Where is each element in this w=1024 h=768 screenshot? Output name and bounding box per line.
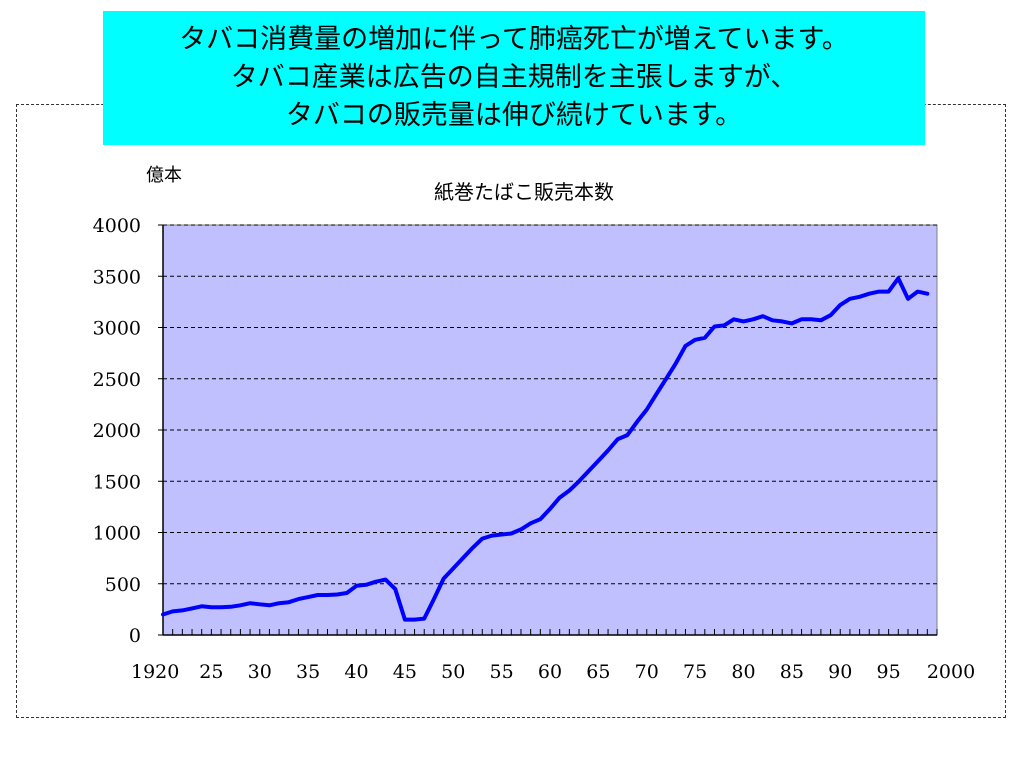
series-line [161,276,930,622]
y-tick-label: 0 [129,625,141,647]
x-tick-label: 75 [683,661,707,683]
x-tick-label: 60 [538,661,562,683]
x-tick-label: 55 [490,661,514,683]
y-tick-label: 2500 [93,369,141,391]
message-banner: タバコ消費量の増加に伴って肺癌死亡が増えています。 タバコ産業は広告の自主規制を… [103,11,925,145]
y-axis-unit-label: 億本 [146,165,182,186]
x-tick-label: 25 [199,661,223,683]
axes [162,225,938,636]
x-tick-label: 1920 [131,661,179,683]
y-tick-label: 2000 [93,420,141,442]
banner-line: タバコの販売量は伸び続けています。 [285,100,743,131]
y-tick-label: 3500 [93,266,141,288]
banner-line: タバコ消費量の増加に伴って肺癌死亡が増えています。 [179,24,849,55]
y-tick-label: 1500 [93,471,141,493]
x-tick-label: 80 [731,661,755,683]
x-axis-ticks: 1920 25 30 35 40 45 50 55 60 65 70 75 80 85 90 95 2000 [131,661,975,683]
x-tick-label: 50 [441,661,465,683]
y-axis-ticks: 0 500 1000 1500 2000 2500 3000 3500 4000 [93,215,163,647]
y-tick-label: 4000 [93,215,141,237]
x-tick-label: 85 [780,661,804,683]
chart-title: 紙巻たばこ販売本数 [434,180,614,204]
x-tick-label: 65 [586,661,610,683]
x-tick-label: 45 [393,661,417,683]
x-tick-label: 30 [248,661,272,683]
banner-line: タバコ産業は広告の自主規制を主張しますが、 [230,62,798,93]
x-tick-label: 70 [635,661,659,683]
y-tick-label: 3000 [93,318,141,340]
x-tick-label: 35 [296,661,320,683]
x-tick-label: 95 [877,661,901,683]
y-tick-label: 1000 [93,523,141,545]
x-tick-label: 2000 [927,661,975,683]
x-tick-label: 40 [344,661,368,683]
x-tick-label: 90 [828,661,852,683]
grid-lines [163,224,937,585]
y-tick-label: 500 [105,574,141,596]
